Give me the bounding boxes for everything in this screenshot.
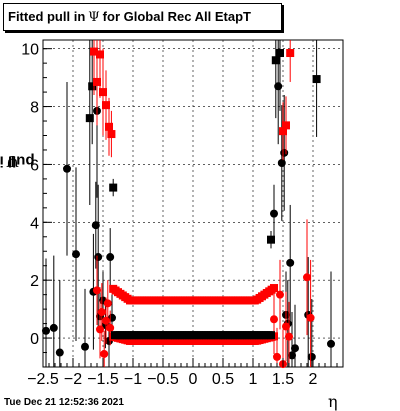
band-point xyxy=(267,331,275,340)
data-point-square xyxy=(271,56,280,65)
data-point xyxy=(270,315,278,324)
title-suffix: for Global Rec All EtapT xyxy=(102,9,251,24)
x-tick-label: 0 xyxy=(189,371,198,388)
data-point xyxy=(49,323,58,332)
data-point xyxy=(307,352,316,361)
data-point xyxy=(102,316,110,325)
data-point xyxy=(81,342,89,351)
y-tick-label: 4 xyxy=(30,215,39,232)
data-point-square xyxy=(312,75,321,84)
x-tick-label: −2 xyxy=(64,371,82,388)
data-point xyxy=(273,352,281,361)
y-axis-label-symbol: Ψ xyxy=(5,152,19,170)
data-point xyxy=(303,273,311,282)
y-tick-label: 0 xyxy=(30,331,39,348)
data-point-square xyxy=(99,88,107,97)
data-point xyxy=(72,250,80,259)
data-point-square xyxy=(267,235,275,244)
data-point xyxy=(63,164,71,173)
x-tick-label: −0.5 xyxy=(147,371,179,388)
data-point xyxy=(286,258,295,267)
data-point xyxy=(106,253,115,262)
plot-frame xyxy=(42,39,344,368)
data-point xyxy=(274,82,283,91)
x-tick-label: −1 xyxy=(124,371,142,388)
data-point-square xyxy=(276,49,284,58)
data-point xyxy=(103,299,112,308)
data-point xyxy=(306,313,315,322)
data-point xyxy=(276,290,284,299)
data-point xyxy=(96,325,104,334)
axes: −2.5 −2 −1.5 −1 −0.5 0 0.5 1 1.5 2 0 2 4 6 8 10 xyxy=(21,42,344,388)
data-point-square xyxy=(107,130,116,139)
data-point-square xyxy=(109,183,118,192)
x-tick-label: 0.5 xyxy=(212,371,234,388)
data-point xyxy=(291,344,299,353)
data-point xyxy=(288,351,296,360)
timestamp: Tue Dec 21 12:52:36 2021 xyxy=(4,397,124,408)
data-point xyxy=(93,286,101,295)
y-tick-label: 6 xyxy=(30,157,39,174)
data-point-square xyxy=(88,82,97,91)
y-axis-label: pull in Ψ xyxy=(0,116,34,206)
data-point-square xyxy=(96,50,104,59)
data-point xyxy=(97,308,106,317)
data-marks xyxy=(42,40,335,369)
data-point-square xyxy=(279,127,287,136)
x-axis-label: η xyxy=(328,392,338,411)
data-point xyxy=(42,326,50,335)
x-tick-label: 2 xyxy=(309,371,318,388)
data-point-square xyxy=(282,121,290,130)
data-point-square xyxy=(85,114,94,123)
title-symbol: Ψ xyxy=(88,10,100,25)
data-point-square xyxy=(286,49,295,58)
data-point xyxy=(285,332,293,341)
x-tick-label: −2.5 xyxy=(27,371,59,388)
data-point-square xyxy=(105,122,113,131)
data-point-square xyxy=(102,101,110,110)
data-point xyxy=(282,322,290,331)
data-point xyxy=(280,148,289,157)
x-tick-label: 1.5 xyxy=(272,371,294,388)
x-tick-label: 1 xyxy=(249,371,258,388)
grid-lines xyxy=(42,40,343,367)
title-prefix: Fitted pull in xyxy=(8,9,86,24)
y-tick-label: 10 xyxy=(21,42,39,59)
data-point xyxy=(106,323,115,332)
y-tick-label: 2 xyxy=(30,273,39,290)
data-point xyxy=(270,209,278,218)
data-point xyxy=(100,349,109,358)
data-point-square xyxy=(90,47,98,56)
y-tick-label: 8 xyxy=(30,100,39,117)
data-point xyxy=(327,339,335,348)
data-point-square xyxy=(93,77,101,86)
data-point xyxy=(55,348,64,357)
data-point xyxy=(94,253,103,262)
x-tick-label: −1.5 xyxy=(87,371,119,388)
